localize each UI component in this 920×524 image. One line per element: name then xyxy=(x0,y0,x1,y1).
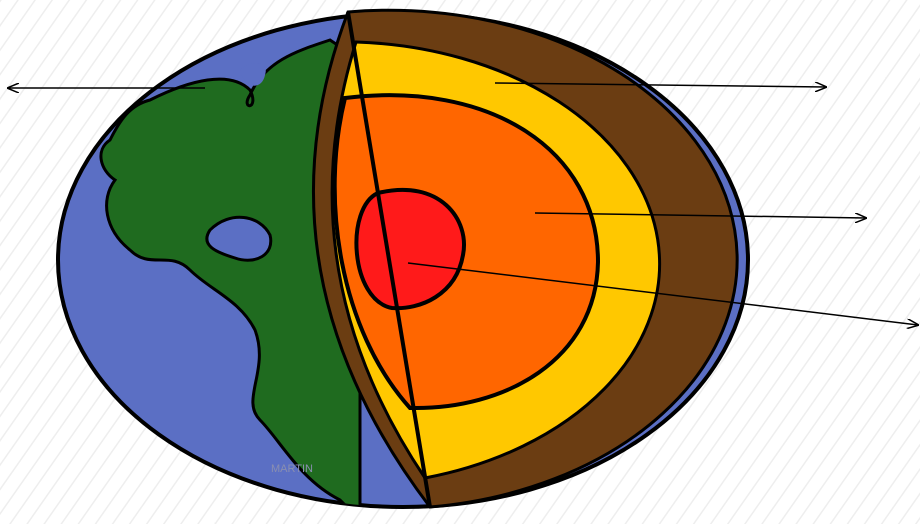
signature: MARTIN xyxy=(271,463,313,475)
arrow xyxy=(534,212,866,218)
arrow xyxy=(407,262,918,325)
arrow xyxy=(494,83,826,87)
continents xyxy=(99,38,362,507)
cut-line xyxy=(346,11,432,508)
